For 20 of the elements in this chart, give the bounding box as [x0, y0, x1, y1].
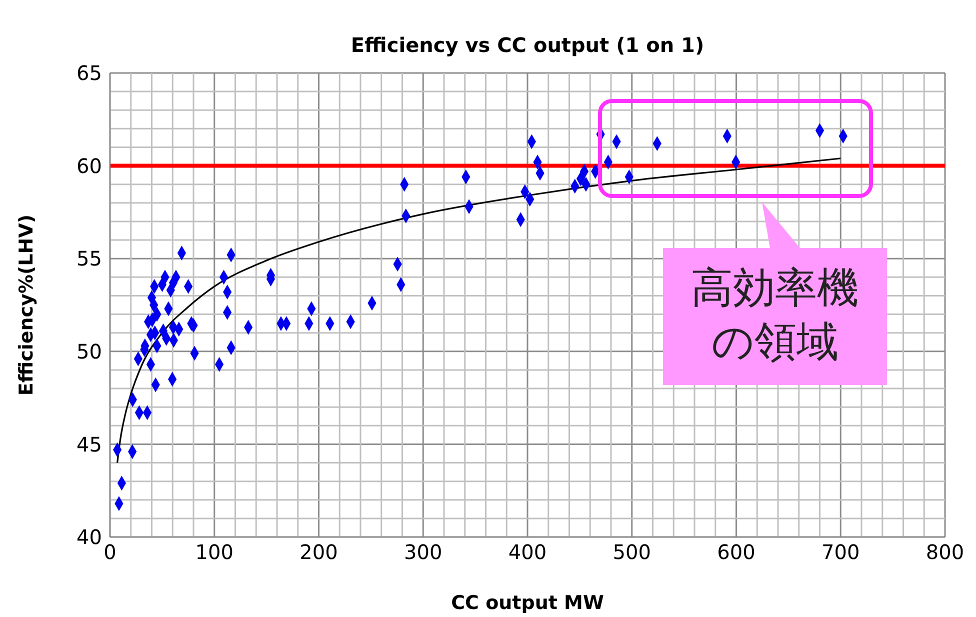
- y-tick-label: 40: [76, 525, 102, 550]
- y-axis-title: Efficiency%(LHV): [16, 214, 38, 396]
- y-tick-label: 60: [76, 154, 102, 178]
- chart-title: Efficiency vs CC output (1 on 1): [350, 33, 704, 57]
- x-tick-label: 300: [404, 540, 442, 564]
- x-tick-label: 600: [717, 540, 756, 564]
- y-tick-label: 65: [76, 61, 102, 86]
- annotation: 高効率機: [691, 263, 859, 312]
- x-tick-label: 500: [612, 540, 651, 564]
- y-tick-label: 55: [76, 246, 102, 271]
- x-tick-label: 400: [508, 540, 547, 564]
- x-tick-label: 100: [195, 540, 234, 564]
- annotation: の領域: [712, 317, 838, 366]
- x-tick-label: 200: [300, 540, 338, 564]
- x-tick-label: 0: [104, 540, 116, 564]
- x-axis-title: CC output MW: [451, 592, 604, 614]
- y-tick-label: 50: [76, 340, 102, 364]
- x-tick-label: 700: [822, 540, 860, 564]
- x-tick-label: 800: [926, 540, 964, 564]
- y-tick-label: 45: [76, 432, 102, 456]
